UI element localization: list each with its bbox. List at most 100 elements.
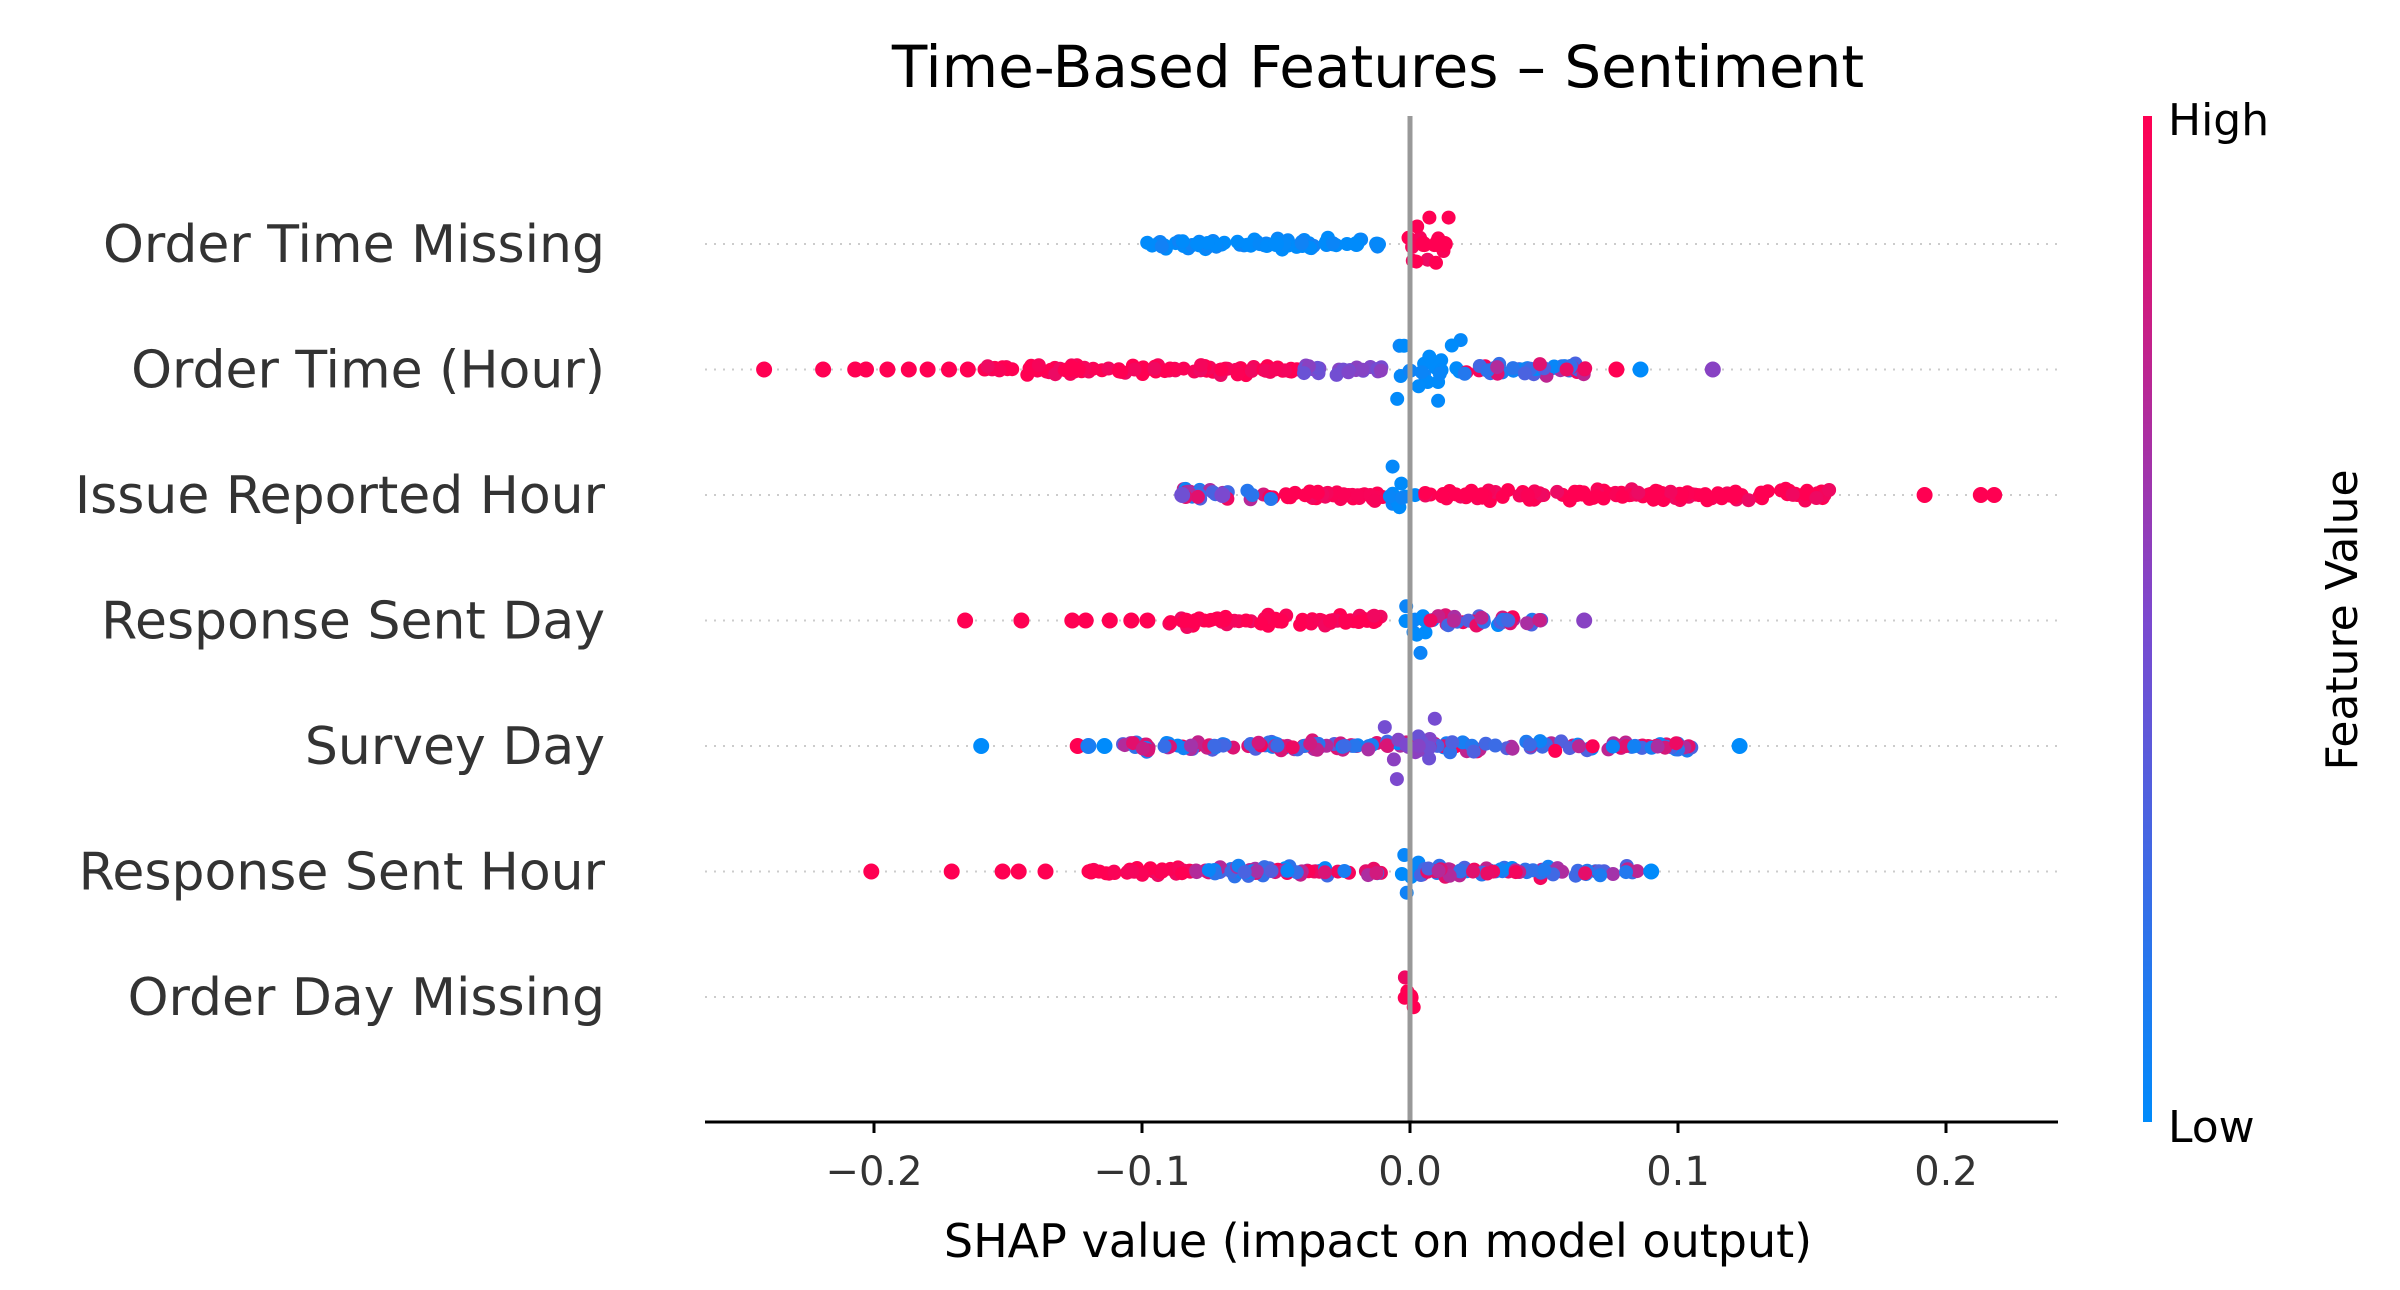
data-point <box>1532 613 1547 627</box>
data-point <box>1270 738 1285 753</box>
data-point <box>1287 486 1302 501</box>
x-tick-label: 0.2 <box>1914 1149 1978 1195</box>
colorbar-gradient <box>2143 116 2152 1122</box>
data-point <box>1505 741 1520 756</box>
data-point <box>1444 338 1459 353</box>
data-point <box>1127 362 1142 377</box>
data-point <box>1096 738 1113 754</box>
data-point <box>1107 866 1122 880</box>
data-point <box>1163 615 1178 630</box>
data-point <box>1341 365 1356 380</box>
data-point <box>1337 864 1352 878</box>
data-point <box>1394 476 1409 491</box>
feature-points <box>1140 210 1456 270</box>
data-point <box>1154 239 1169 254</box>
data-point <box>1785 487 1800 502</box>
data-point <box>1373 363 1388 378</box>
data-point <box>1608 361 1625 378</box>
data-point <box>1508 865 1523 880</box>
data-point <box>1441 210 1456 225</box>
data-point <box>1361 742 1376 757</box>
data-point <box>1480 866 1495 881</box>
data-point <box>1268 362 1283 377</box>
colorbar-title: Feature Value <box>2317 469 2368 770</box>
data-point <box>1214 362 1229 377</box>
data-point <box>900 361 917 378</box>
data-point <box>1411 738 1426 753</box>
feature-row: Order Day Missing <box>128 968 2058 1028</box>
data-point <box>1350 488 1365 503</box>
data-point <box>1372 237 1386 252</box>
data-point <box>1293 617 1308 632</box>
data-point <box>1753 487 1768 502</box>
feature-row: Response Sent Day <box>101 592 2058 652</box>
data-point <box>863 863 880 880</box>
data-point <box>1466 744 1481 759</box>
data-point <box>1317 865 1332 880</box>
data-point <box>1615 489 1630 504</box>
feature-row: Issue Reported Hour <box>75 466 2058 526</box>
data-point <box>1632 361 1649 378</box>
data-point <box>1409 254 1424 269</box>
data-point <box>1230 234 1245 249</box>
data-point <box>1071 362 1086 377</box>
data-point <box>1415 236 1432 252</box>
data-point <box>815 361 832 378</box>
data-point <box>1435 489 1449 504</box>
data-point <box>1466 864 1480 879</box>
data-point <box>1409 627 1424 642</box>
data-point <box>1445 735 1460 750</box>
data-point <box>1390 391 1405 406</box>
data-point <box>1194 358 1208 373</box>
data-point <box>1458 487 1473 502</box>
data-point <box>1700 493 1715 508</box>
data-point <box>1453 864 1468 879</box>
feature-row: Order Time Missing <box>103 215 2058 275</box>
data-point <box>1111 364 1126 379</box>
data-point <box>1741 493 1756 508</box>
data-point <box>1411 379 1426 394</box>
data-point <box>1490 360 1505 375</box>
data-point <box>1189 865 1204 880</box>
data-point <box>1434 353 1449 368</box>
data-point <box>1020 367 1035 382</box>
data-point <box>1217 613 1231 628</box>
data-point <box>959 361 976 378</box>
data-point <box>1083 863 1100 880</box>
data-point <box>1367 493 1382 508</box>
data-point <box>1176 614 1191 629</box>
data-point <box>1520 616 1535 631</box>
data-point <box>1348 236 1365 252</box>
data-point <box>756 361 773 378</box>
data-point <box>1809 491 1824 505</box>
data-point <box>941 361 957 378</box>
feature-label: Response Sent Hour <box>79 843 606 903</box>
data-point <box>1323 614 1338 629</box>
data-point <box>1101 612 1118 629</box>
data-point <box>1338 613 1353 628</box>
data-point <box>1427 711 1442 726</box>
data-point <box>1606 867 1620 881</box>
feature-points <box>756 333 1721 408</box>
data-point <box>1157 364 1172 379</box>
colorbar-high-label: High <box>2168 95 2269 146</box>
data-point <box>1184 738 1198 753</box>
data-point <box>1436 236 1453 252</box>
data-point <box>1422 740 1437 755</box>
data-point <box>1239 613 1253 628</box>
data-point <box>1446 613 1461 628</box>
data-point <box>1120 864 1135 879</box>
data-point <box>1576 612 1593 629</box>
data-point <box>1190 489 1205 504</box>
chart-title: Time-Based Features – Sentiment <box>891 33 1864 101</box>
data-point <box>1245 488 1260 502</box>
data-point <box>1501 483 1515 498</box>
data-point <box>1669 736 1684 751</box>
data-point <box>1274 613 1289 628</box>
data-point <box>1395 490 1409 505</box>
data-point <box>1190 236 1204 251</box>
data-point <box>1176 361 1191 376</box>
data-point <box>1064 612 1081 629</box>
data-point <box>1385 459 1400 474</box>
data-point <box>1207 738 1222 753</box>
